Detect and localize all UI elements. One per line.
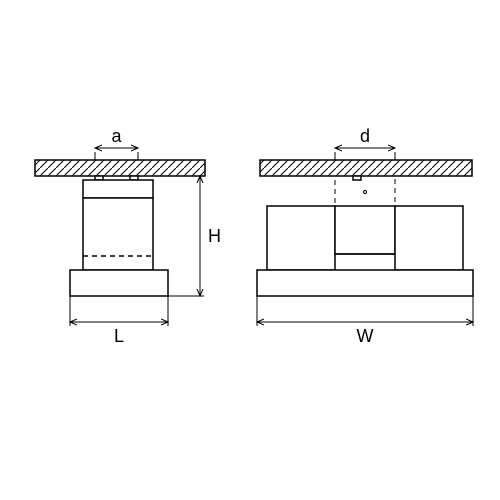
svg-text:a: a <box>111 126 122 146</box>
svg-text:W: W <box>357 326 374 346</box>
svg-text:d: d <box>360 126 370 146</box>
svg-text:L: L <box>114 326 124 346</box>
svg-text:H: H <box>208 226 221 246</box>
technical-drawing: a L Hd W <box>0 0 500 500</box>
